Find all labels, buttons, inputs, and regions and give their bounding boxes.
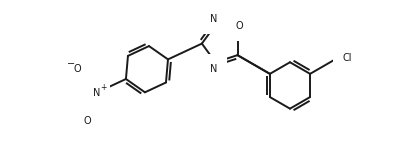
Text: O: O xyxy=(235,21,243,31)
Text: N: N xyxy=(93,88,100,98)
Text: +: + xyxy=(100,83,107,91)
Text: −: − xyxy=(67,59,75,69)
Text: Cl: Cl xyxy=(342,53,352,63)
Text: O: O xyxy=(83,116,91,126)
Text: N: N xyxy=(211,64,218,74)
Text: O: O xyxy=(74,64,82,74)
Text: N: N xyxy=(211,14,218,24)
